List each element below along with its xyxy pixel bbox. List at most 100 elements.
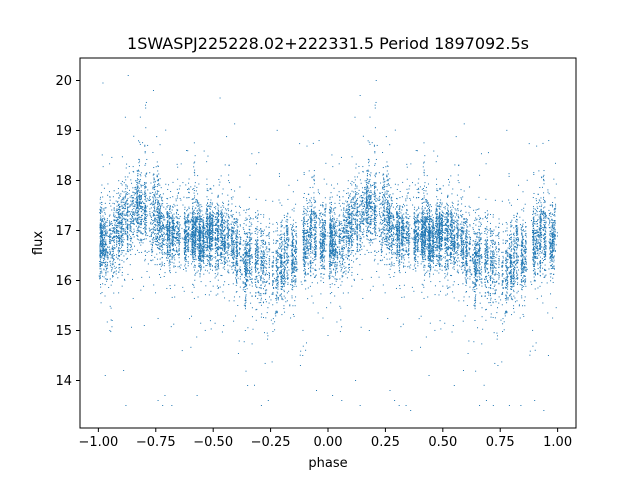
data-point (155, 199, 157, 201)
data-point (460, 240, 462, 242)
data-point (436, 270, 438, 272)
data-point (502, 255, 504, 257)
data-point (366, 205, 368, 207)
data-point (343, 239, 345, 241)
data-point (384, 233, 386, 235)
data-point (171, 238, 173, 240)
data-point (305, 236, 307, 238)
data-point (359, 213, 361, 215)
data-point (403, 223, 405, 225)
data-point (387, 190, 389, 192)
data-point (273, 280, 275, 282)
data-point (401, 240, 403, 242)
data-point (173, 254, 175, 256)
data-point (199, 228, 201, 230)
data-point (173, 223, 175, 225)
data-point (501, 262, 503, 264)
data-point (323, 267, 325, 269)
data-point (508, 234, 510, 236)
data-point (149, 200, 151, 202)
data-point (125, 213, 127, 215)
data-point (276, 312, 278, 314)
data-point (129, 243, 131, 245)
data-point (430, 244, 432, 246)
data-point (338, 261, 340, 263)
data-point (232, 261, 234, 263)
data-point (228, 246, 230, 248)
data-point (506, 302, 508, 304)
data-point (132, 196, 134, 198)
data-point (210, 250, 212, 252)
data-point (149, 223, 151, 225)
data-point (362, 213, 364, 215)
data-point (535, 257, 537, 259)
data-point (192, 255, 194, 257)
data-point (156, 185, 158, 187)
data-point (322, 266, 324, 268)
data-point (438, 219, 440, 221)
data-point (358, 193, 360, 195)
data-point (548, 214, 550, 216)
data-point (227, 208, 229, 210)
data-point (177, 221, 179, 223)
data-point (436, 240, 438, 242)
data-point (423, 171, 425, 173)
data-point (490, 276, 492, 278)
data-point (126, 236, 128, 238)
data-point (505, 281, 507, 283)
data-point (461, 253, 463, 255)
data-point (113, 230, 115, 232)
data-point (133, 211, 135, 213)
data-point (361, 213, 363, 215)
data-point (149, 197, 150, 199)
data-point (438, 224, 440, 226)
data-point (277, 276, 279, 278)
data-point (314, 234, 316, 236)
data-point (343, 190, 345, 192)
data-point (424, 248, 426, 250)
data-point (373, 191, 375, 193)
data-point (387, 211, 389, 213)
data-point (116, 246, 118, 248)
data-point (335, 225, 337, 227)
data-point (340, 209, 342, 211)
data-point (223, 253, 225, 255)
data-point (223, 257, 225, 259)
data-point (484, 295, 486, 297)
data-point (443, 231, 445, 233)
data-point (346, 218, 348, 220)
data-point (502, 273, 504, 275)
data-point (394, 239, 396, 241)
data-point (307, 253, 309, 255)
data-point (134, 214, 136, 216)
data-point (478, 218, 480, 220)
data-point (192, 242, 194, 244)
data-point (109, 261, 111, 263)
data-point (354, 233, 356, 235)
data-point (474, 241, 476, 243)
data-point (154, 210, 156, 212)
data-point (466, 241, 468, 243)
data-point (399, 249, 401, 251)
data-point (222, 243, 224, 245)
data-point (193, 222, 195, 224)
data-point (212, 211, 214, 213)
data-point (398, 239, 400, 241)
data-point (227, 214, 229, 216)
data-point (523, 268, 525, 270)
data-point (100, 272, 102, 274)
data-point (524, 203, 526, 205)
data-point (492, 216, 494, 218)
data-point (315, 248, 317, 250)
data-point (315, 224, 317, 226)
data-point (473, 231, 475, 233)
data-point (110, 233, 112, 235)
data-point (122, 228, 124, 230)
data-point (260, 256, 262, 258)
data-point (260, 297, 262, 299)
data-point (423, 195, 425, 197)
data-point (135, 188, 137, 190)
data-point (202, 231, 204, 233)
data-point (368, 180, 370, 182)
data-point (314, 259, 316, 261)
